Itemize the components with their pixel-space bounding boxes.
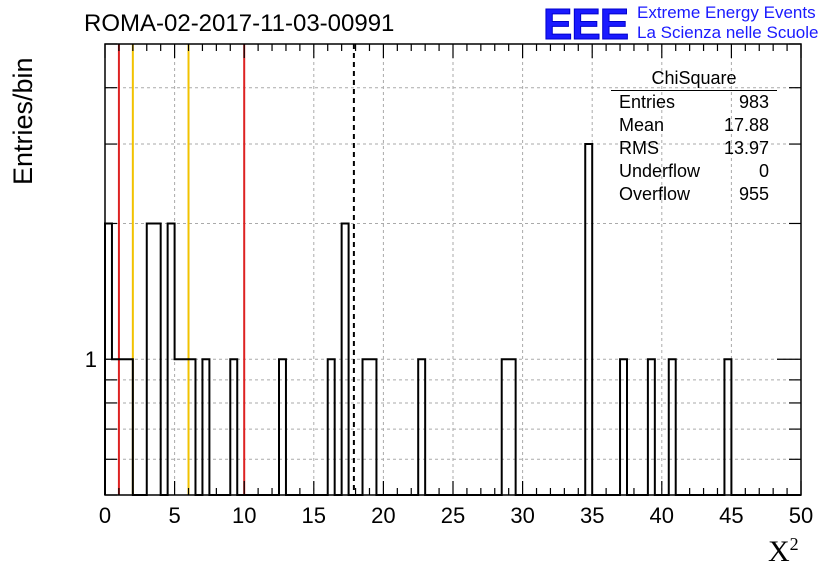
stats-key: Entries	[619, 92, 676, 112]
stats-value: 983	[738, 92, 769, 112]
x-tick-label: 50	[789, 503, 813, 528]
stats-value: 0	[758, 161, 769, 181]
grid-layer	[105, 44, 801, 495]
x-axis-label: X2	[768, 534, 799, 569]
logo-line-1: Extreme Energy Events	[637, 3, 816, 22]
stats-row-entries: Entries 983	[611, 91, 777, 114]
stats-value: 17.88	[723, 115, 769, 135]
x-tick-label: 25	[441, 503, 465, 528]
histogram-bar	[585, 144, 592, 495]
stats-value: 13.97	[723, 138, 769, 158]
stats-title: ChiSquare	[611, 66, 777, 91]
x-tick-label: 20	[371, 503, 395, 528]
stats-value: 955	[738, 184, 769, 204]
x-tick-label: 30	[510, 503, 534, 528]
stats-row-underflow: Underflow 0	[611, 160, 777, 183]
stats-row-rms: RMS 13.97	[611, 137, 777, 160]
y-axis-label: Entries/bin	[8, 57, 38, 185]
histogram-outline	[104, 143, 801, 496]
x-tick-label: 5	[168, 503, 180, 528]
histogram-bars-layer	[104, 143, 801, 496]
logo-line-2: La Scienza nelle Scuole	[637, 23, 819, 42]
x-axis-label-superscript: 2	[789, 534, 799, 554]
reference-lines-layer	[117, 44, 355, 495]
x-axis-label-base: X	[768, 535, 790, 568]
stats-key: Underflow	[619, 161, 701, 181]
stats-row-mean: Mean 17.88	[611, 114, 777, 137]
x-tick-label: 40	[650, 503, 674, 528]
axes-layer: 0 5 10 15 20 25 30 35 40 45 50 1	[85, 43, 813, 528]
chart-title: ROMA-02-2017-11-03-00991	[84, 10, 395, 37]
stats-key: Mean	[619, 115, 665, 135]
x-tick-label: 15	[302, 503, 326, 528]
eee-logo: EEE	[542, 0, 629, 50]
y-tick-label: 1	[85, 347, 97, 372]
x-tick-label: 0	[99, 503, 111, 528]
stats-key: RMS	[619, 138, 659, 158]
x-tick-label: 45	[719, 503, 743, 528]
stats-key: Overflow	[619, 184, 691, 204]
x-tick-label: 35	[580, 503, 604, 528]
stats-row-overflow: Overflow 955	[611, 183, 777, 206]
stats-box: ChiSquare Entries 983 Mean 17.88 RMS 13.…	[611, 66, 777, 206]
x-tick-label: 10	[232, 503, 256, 528]
